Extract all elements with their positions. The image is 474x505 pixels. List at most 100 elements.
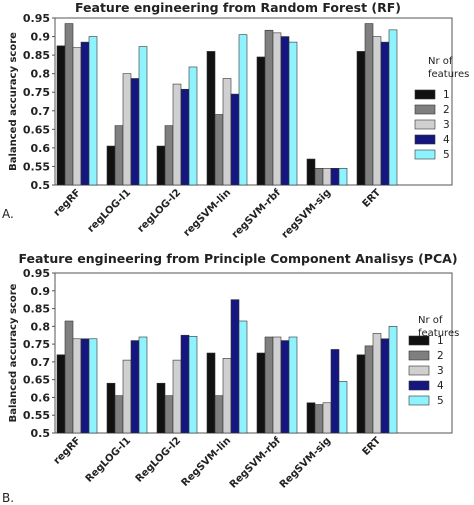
legend-label-5: 5 [443, 149, 450, 161]
y-tick-label: 0.75 [23, 86, 50, 99]
bar-regSVM-rbf-series-2 [264, 29, 274, 186]
bar-regSVM-sig-series-5 [338, 168, 348, 186]
bar-RegLOG-l1-series-3 [122, 359, 132, 434]
chart-title: Feature engineering from Principle Compo… [18, 251, 457, 266]
legend-swatch-3 [408, 365, 430, 376]
bar-regLOG-l2-series-5 [188, 66, 198, 186]
panel-label: A. [2, 207, 14, 221]
bar-RegSVM-lin-series-2 [214, 395, 224, 434]
legend-label-1: 1 [443, 89, 450, 101]
legend-swatch-1 [414, 89, 436, 100]
bar-RegSVM-lin-series-4 [230, 299, 240, 434]
bar-RegSVM-rbf-series-2 [264, 336, 274, 434]
bar-regSVM-rbf-series-3 [272, 32, 282, 186]
bar-regRF-series-3 [72, 338, 82, 434]
x-tick-label: regLOG-l2 [136, 187, 183, 234]
y-tick-label: 0.55 [23, 160, 50, 173]
x-tick-label: regRF [52, 435, 83, 466]
bar-RegLOG-l2-series-3 [172, 359, 182, 434]
legend-label-4: 4 [443, 134, 450, 146]
bar-RegLOG-l2-series-5 [188, 335, 198, 434]
bar-regRF-series-2 [64, 23, 74, 186]
bar-RegLOG-l2-series-4 [180, 334, 190, 434]
x-tick-label: RegSVM-lin [180, 435, 234, 489]
bar-RegSVM-rbf-series-5 [288, 336, 298, 434]
plot-frame [54, 272, 453, 434]
legend-swatch-5 [414, 149, 436, 160]
bar-RegSVM-sig-series-3 [322, 402, 332, 434]
bar-regLOG-l2-series-3 [172, 83, 182, 186]
x-tick-label: RegSVM-sig [278, 435, 333, 490]
bar-regSVM-lin-series-4 [230, 93, 240, 186]
y-tick-label: 0.8 [31, 320, 51, 333]
bar-regSVM-sig-series-4 [330, 168, 340, 186]
bar-ERT-series-3 [372, 36, 382, 186]
bar-regRF-series-5 [88, 338, 98, 434]
bar-regLOG-l1-series-1 [106, 145, 116, 186]
legend-title-line2: features [418, 328, 459, 339]
bar-RegSVM-lin-series-5 [238, 320, 248, 434]
bar-ERT-series-2 [364, 23, 374, 186]
x-tick-label: regSVM-rbf [230, 187, 284, 241]
bar-regLOG-l1-series-3 [122, 73, 132, 186]
bar-RegLOG-l2-series-2 [164, 395, 174, 434]
y-tick-label: 0.6 [31, 391, 51, 404]
bar-RegLOG-l1-series-4 [130, 340, 140, 434]
bar-RegSVM-lin-series-3 [222, 358, 232, 434]
bar-ERT-series-5 [388, 326, 398, 434]
y-tick-label: 0.95 [23, 267, 50, 280]
plot-frame [54, 17, 453, 186]
x-tick-label: RegSVM-rbf [228, 435, 284, 491]
bar-regSVM-sig-series-2 [314, 168, 324, 186]
legend-swatch-4 [408, 380, 430, 391]
legend-title-line1: Nr of [418, 315, 443, 326]
bar-regSVM-lin-series-3 [222, 78, 232, 186]
y-tick-label: 0.7 [31, 105, 51, 118]
legend-swatch-2 [408, 350, 430, 361]
bar-regRF-series-4 [80, 41, 90, 186]
bar-regSVM-rbf-series-1 [256, 56, 266, 186]
x-tick-label: ERT [361, 435, 384, 458]
bar-ERT-series-4 [380, 41, 390, 186]
y-tick-label: 0.95 [23, 12, 50, 25]
bar-regSVM-rbf-series-5 [288, 41, 298, 186]
bar-RegSVM-sig-series-2 [314, 404, 324, 434]
bar-ERT-series-4 [380, 338, 390, 434]
bar-regRF-series-1 [56, 354, 66, 434]
bar-regRF-series-4 [80, 338, 90, 434]
bar-regLOG-l1-series-2 [114, 125, 124, 186]
bar-RegSVM-rbf-series-3 [272, 336, 282, 434]
bar-regLOG-l2-series-2 [164, 125, 174, 186]
y-tick-label: 0.5 [31, 427, 51, 440]
y-tick-label: 0.75 [23, 338, 50, 351]
x-tick-label: regSVM-sig [280, 187, 333, 240]
legend-label-5: 5 [437, 395, 444, 407]
bar-RegSVM-sig-series-4 [330, 349, 340, 434]
bar-regSVM-lin-series-1 [206, 51, 216, 186]
bar-RegLOG-l1-series-2 [114, 395, 124, 434]
y-tick-label: 0.9 [31, 31, 51, 44]
legend-swatch-2 [414, 104, 436, 115]
bar-regRF-series-1 [56, 45, 66, 186]
y-axis-label: Balanced accuracy score [8, 32, 19, 171]
bar-regSVM-sig-series-3 [322, 168, 332, 186]
y-tick-label: 0.85 [23, 49, 50, 62]
bar-ERT-series-5 [388, 29, 398, 186]
bar-ERT-series-1 [356, 51, 366, 186]
bar-RegSVM-lin-series-1 [206, 352, 216, 434]
bar-regSVM-lin-series-5 [238, 34, 248, 186]
bar-regRF-series-2 [64, 320, 74, 434]
y-tick-label: 0.9 [31, 285, 51, 298]
x-tick-label: regSVM-lin [182, 187, 234, 239]
bar-regRF-series-5 [88, 36, 98, 186]
bar-ERT-series-1 [356, 354, 366, 434]
y-axis-label: Balanced accuracy score [8, 283, 19, 422]
legend-label-2: 2 [443, 104, 450, 116]
bar-RegLOG-l1-series-1 [106, 382, 116, 434]
bar-RegSVM-sig-series-1 [306, 402, 316, 434]
legend-swatch-4 [414, 134, 436, 145]
bar-ERT-series-2 [364, 345, 374, 434]
y-tick-label: 0.65 [23, 123, 50, 136]
